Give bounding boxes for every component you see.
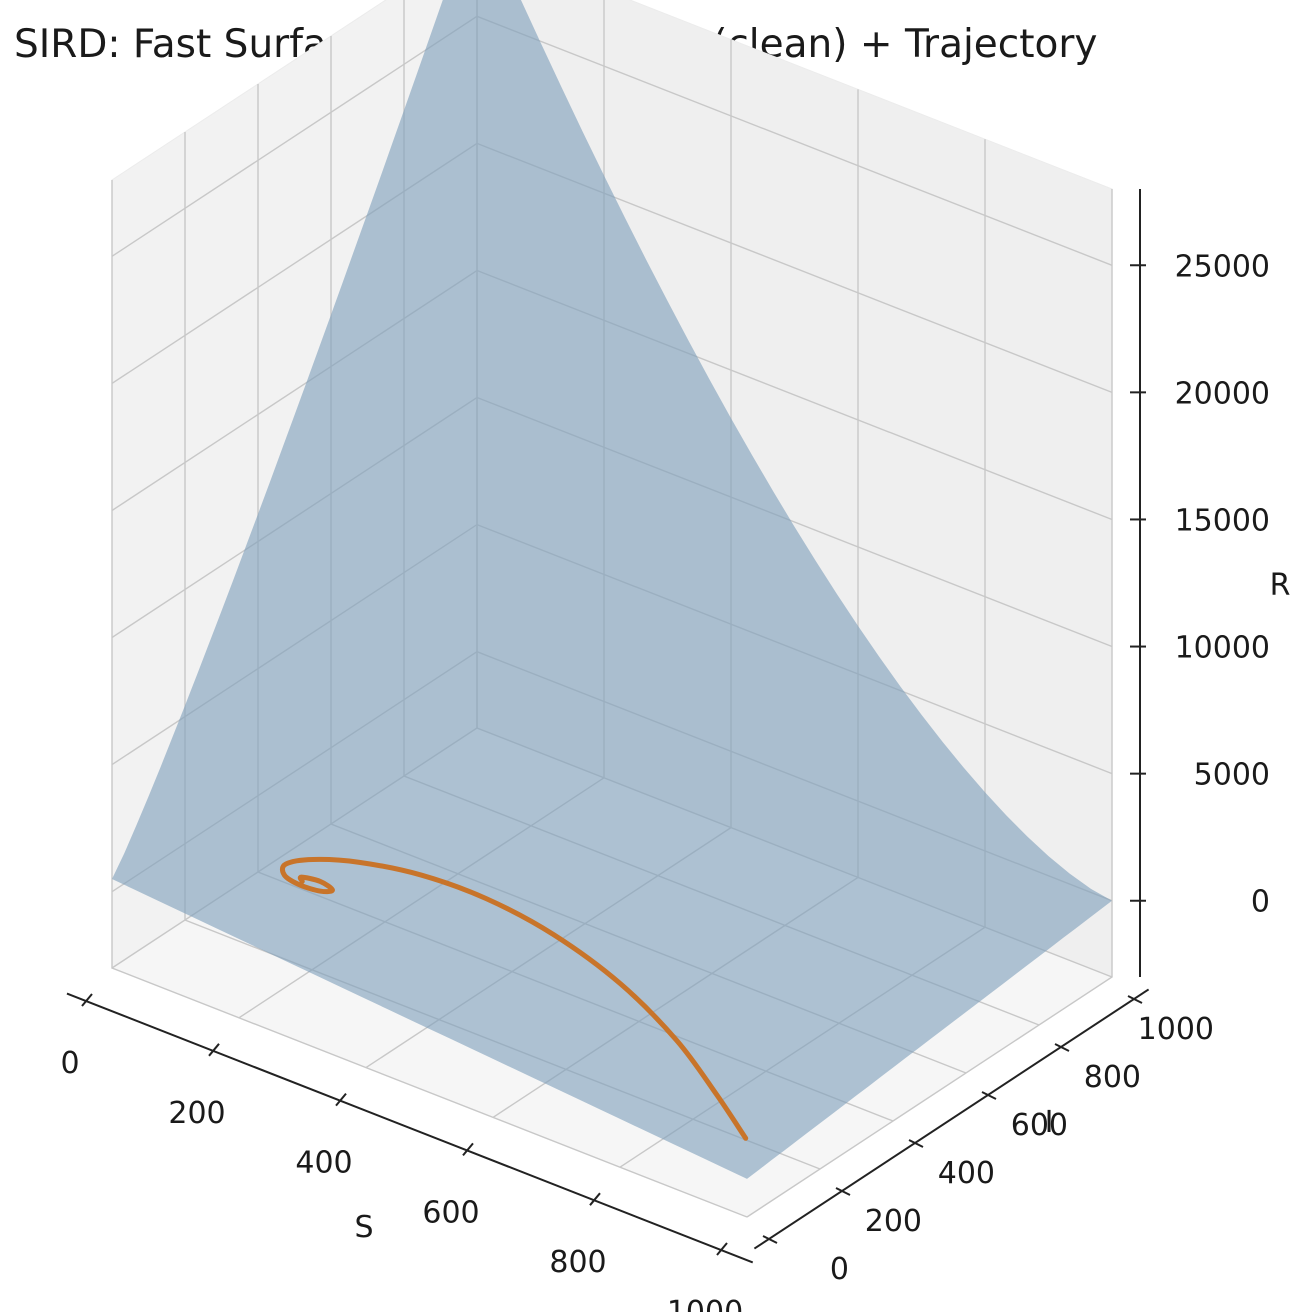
s-tick: [716, 1242, 728, 1256]
i-tick-label: 800: [1084, 1060, 1141, 1095]
s-tick: [81, 993, 93, 1007]
axis-lines: [66, 189, 1150, 1264]
i-axis-line: [753, 988, 1150, 1250]
i-tick-label: 0: [830, 1252, 849, 1287]
i-tick: [762, 1235, 778, 1244]
r-tick-label: 5000: [1194, 758, 1270, 793]
gridline-i: [111, 180, 748, 1218]
s-tick: [462, 1142, 474, 1157]
i-tick-label: 1000: [1138, 1012, 1214, 1047]
fast-surface-patch: [112, 0, 1112, 1179]
fast-surface: [112, 0, 1112, 1179]
i-tick: [1127, 995, 1143, 1004]
s-tick: [208, 1043, 220, 1057]
i-tick: [981, 1091, 997, 1100]
r-tick-label: 10000: [1175, 631, 1270, 666]
r-tick-label: 15000: [1175, 503, 1270, 538]
r-tick-label: 20000: [1175, 376, 1270, 411]
trajectory-line: [279, 856, 749, 1141]
r-tick-label: 25000: [1175, 249, 1270, 284]
s-tick-label: 800: [549, 1245, 606, 1280]
i-tick-label: 600: [1011, 1108, 1068, 1143]
y-axis-label: I: [1045, 1105, 1054, 1140]
s-tick-label: 1000: [667, 1295, 743, 1312]
s-tick: [335, 1092, 347, 1107]
axis-ticks: 0200400600800100002004006008001000050001…: [60, 249, 1270, 1312]
s-tick-label: 600: [422, 1195, 479, 1230]
z-axis-label: R: [1270, 568, 1291, 603]
s-axis-line: [66, 992, 754, 1264]
s-tick-label: 400: [295, 1146, 352, 1181]
s-tick-label: 0: [60, 1046, 79, 1081]
r-tick-label: 0: [1251, 885, 1270, 920]
s-tick-label: 200: [168, 1096, 225, 1131]
trajectory: [279, 856, 749, 1141]
i-tick-label: 400: [938, 1156, 995, 1191]
i-tick: [908, 1139, 924, 1148]
i-tick: [1054, 1043, 1070, 1052]
x-axis-label: S: [354, 1210, 373, 1245]
i-tick-label: 200: [865, 1204, 922, 1239]
s-tick: [589, 1192, 601, 1206]
i-tick: [835, 1187, 851, 1196]
